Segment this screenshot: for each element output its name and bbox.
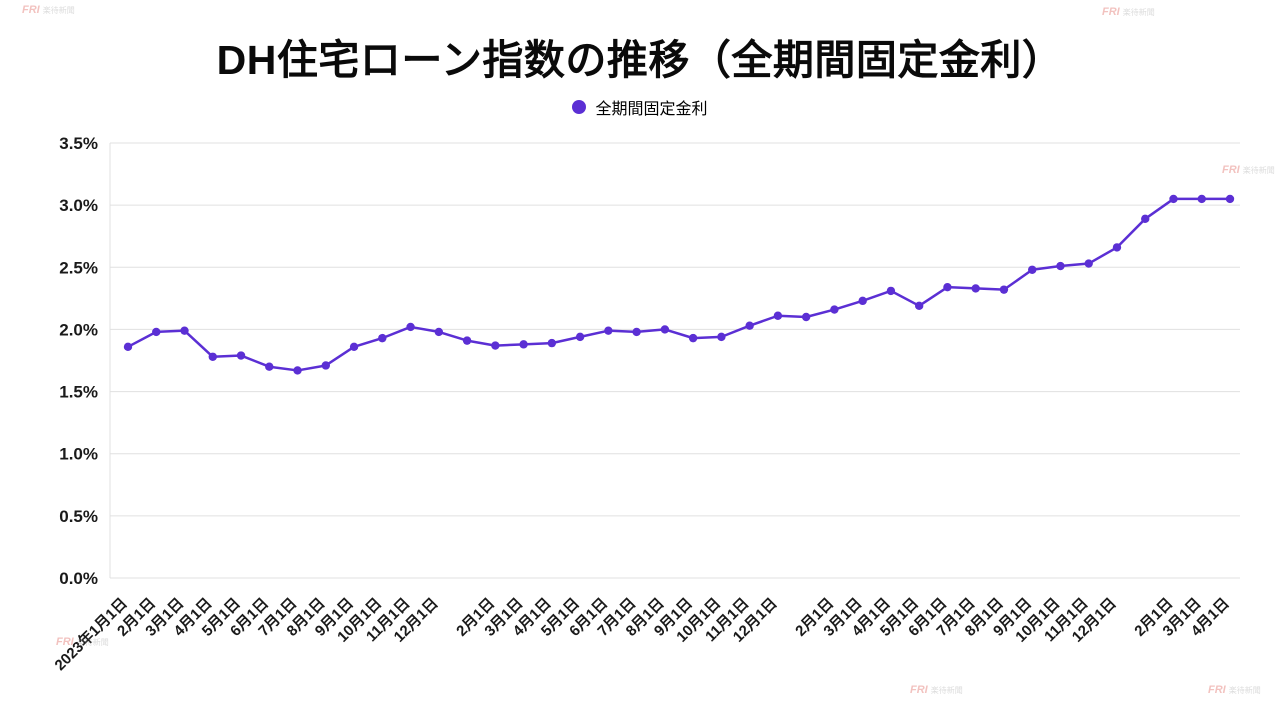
data-point bbox=[830, 305, 839, 314]
y-tick-label: 1.5% bbox=[59, 383, 98, 402]
data-point bbox=[152, 327, 161, 337]
y-tick-label: 2.5% bbox=[59, 258, 98, 277]
data-point bbox=[1056, 261, 1065, 271]
data-point bbox=[1197, 194, 1206, 204]
y-tick-label: 2.0% bbox=[59, 320, 98, 339]
data-point bbox=[773, 311, 783, 320]
y-tick-label: 0.5% bbox=[59, 507, 98, 526]
y-tick-label: 3.5% bbox=[59, 134, 98, 153]
data-point bbox=[660, 325, 670, 334]
legend-marker-circle-icon bbox=[572, 100, 587, 114]
series-line bbox=[126, 197, 1232, 372]
data-point bbox=[491, 341, 500, 350]
data-point bbox=[1141, 214, 1150, 224]
data-point bbox=[406, 322, 415, 332]
data-point bbox=[632, 327, 641, 337]
data-point bbox=[208, 352, 217, 361]
data-point bbox=[462, 336, 472, 345]
data-point bbox=[886, 286, 896, 296]
y-tick-label: 0.0% bbox=[59, 569, 98, 588]
y-tick-label: 3.0% bbox=[59, 196, 98, 215]
data-point bbox=[434, 327, 444, 337]
data-point bbox=[236, 351, 246, 360]
data-point bbox=[1084, 259, 1093, 268]
y-tick-label: 1.0% bbox=[59, 445, 98, 464]
data-point bbox=[801, 312, 811, 322]
data-point bbox=[999, 285, 1009, 294]
data-point bbox=[378, 333, 387, 343]
page-title: DH住宅ローン指数の推移（全期間固定金利） bbox=[216, 37, 1064, 83]
data-point bbox=[519, 340, 528, 349]
data-point bbox=[1169, 194, 1178, 204]
data-point bbox=[265, 362, 274, 371]
x-tick-label: 2023年1月1日 bbox=[51, 594, 131, 674]
data-point bbox=[180, 326, 189, 335]
data-point bbox=[321, 361, 330, 370]
data-point bbox=[858, 296, 867, 306]
data-point bbox=[688, 333, 698, 343]
data-point bbox=[943, 282, 952, 292]
data-point bbox=[971, 284, 980, 293]
data-point bbox=[293, 366, 302, 375]
data-point bbox=[914, 301, 924, 311]
data-point bbox=[717, 332, 726, 342]
data-point bbox=[1028, 265, 1037, 274]
data-point bbox=[349, 342, 359, 352]
legend-label: 全期間固定金利 bbox=[595, 101, 708, 118]
data-point bbox=[745, 321, 754, 330]
data-point bbox=[604, 326, 613, 335]
data-point bbox=[123, 342, 133, 352]
data-point bbox=[1225, 194, 1235, 204]
legend: 全期間固定金利 bbox=[0, 95, 1280, 119]
data-point bbox=[575, 332, 585, 342]
data-point bbox=[547, 338, 557, 348]
data-point bbox=[1112, 243, 1122, 252]
